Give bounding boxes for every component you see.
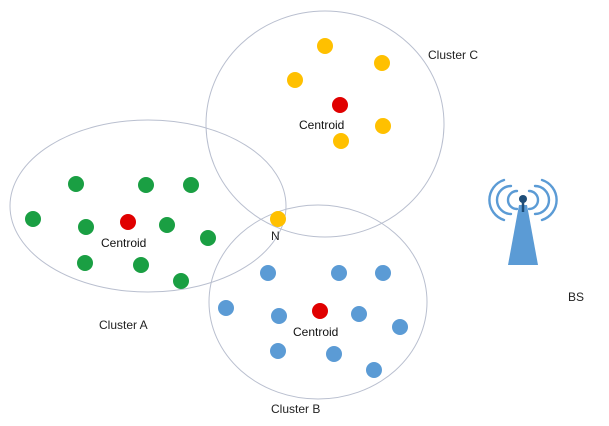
centroid-b-marker [312, 303, 328, 319]
tower-tip [519, 195, 527, 203]
cluster-b-node [392, 319, 408, 335]
signal-wave-left-mid [495, 184, 513, 216]
centroid-a-marker [120, 214, 136, 230]
cluster-c-node [333, 133, 349, 149]
cluster-c-node [287, 72, 303, 88]
signal-wave-right-outer [540, 178, 558, 222]
cluster-a-node [200, 230, 216, 246]
cluster-b-nodes [218, 265, 408, 378]
cluster-c-boundary [205, 10, 445, 238]
signal-wave-left-inner [506, 189, 519, 211]
cluster-c-label: Cluster C [428, 48, 479, 62]
cluster-a-node [183, 177, 199, 193]
cluster-b-node [326, 346, 342, 362]
node-n-label: N [271, 229, 280, 243]
cluster-a-node [138, 177, 154, 193]
cluster-b-node [218, 300, 234, 316]
cluster-a-node [173, 273, 189, 289]
cluster-b-node [375, 265, 391, 281]
antenna-tower-icon [488, 178, 558, 265]
cluster-b-node [351, 306, 367, 322]
cluster-a-node [25, 211, 41, 227]
cluster-a-nodes [25, 176, 216, 289]
node-n [270, 211, 286, 227]
cluster-c-nodes [287, 38, 391, 149]
cluster-b-node [270, 343, 286, 359]
cluster-b-node [271, 308, 287, 324]
centroid-a-label: Centroid [101, 236, 147, 250]
cluster-c-node [375, 118, 391, 134]
cluster-a-boundary [9, 119, 287, 293]
cluster-b-node [366, 362, 382, 378]
centroid-b-label: Centroid [293, 325, 339, 339]
cluster-b-node [260, 265, 276, 281]
cluster-a-node [77, 255, 93, 271]
signal-wave-right-inner [527, 189, 540, 211]
base-station-label: BS [568, 290, 585, 304]
cluster-a-node [133, 257, 149, 273]
signal-wave-left-outer [488, 178, 506, 222]
cluster-a-node [78, 219, 94, 235]
signal-wave-right-mid [533, 184, 551, 216]
tower-body [508, 205, 538, 265]
cluster-b-node [331, 265, 347, 281]
cluster-b-boundary [208, 204, 428, 400]
centroid-c-marker [332, 97, 348, 113]
cluster-b-label: Cluster B [271, 402, 321, 416]
cluster-c-node [374, 55, 390, 71]
cluster-a-node [68, 176, 84, 192]
cluster-a-label: Cluster A [99, 318, 148, 332]
centroid-c-label: Centroid [299, 118, 345, 132]
cluster-c-node [317, 38, 333, 54]
cluster-a-node [159, 217, 175, 233]
